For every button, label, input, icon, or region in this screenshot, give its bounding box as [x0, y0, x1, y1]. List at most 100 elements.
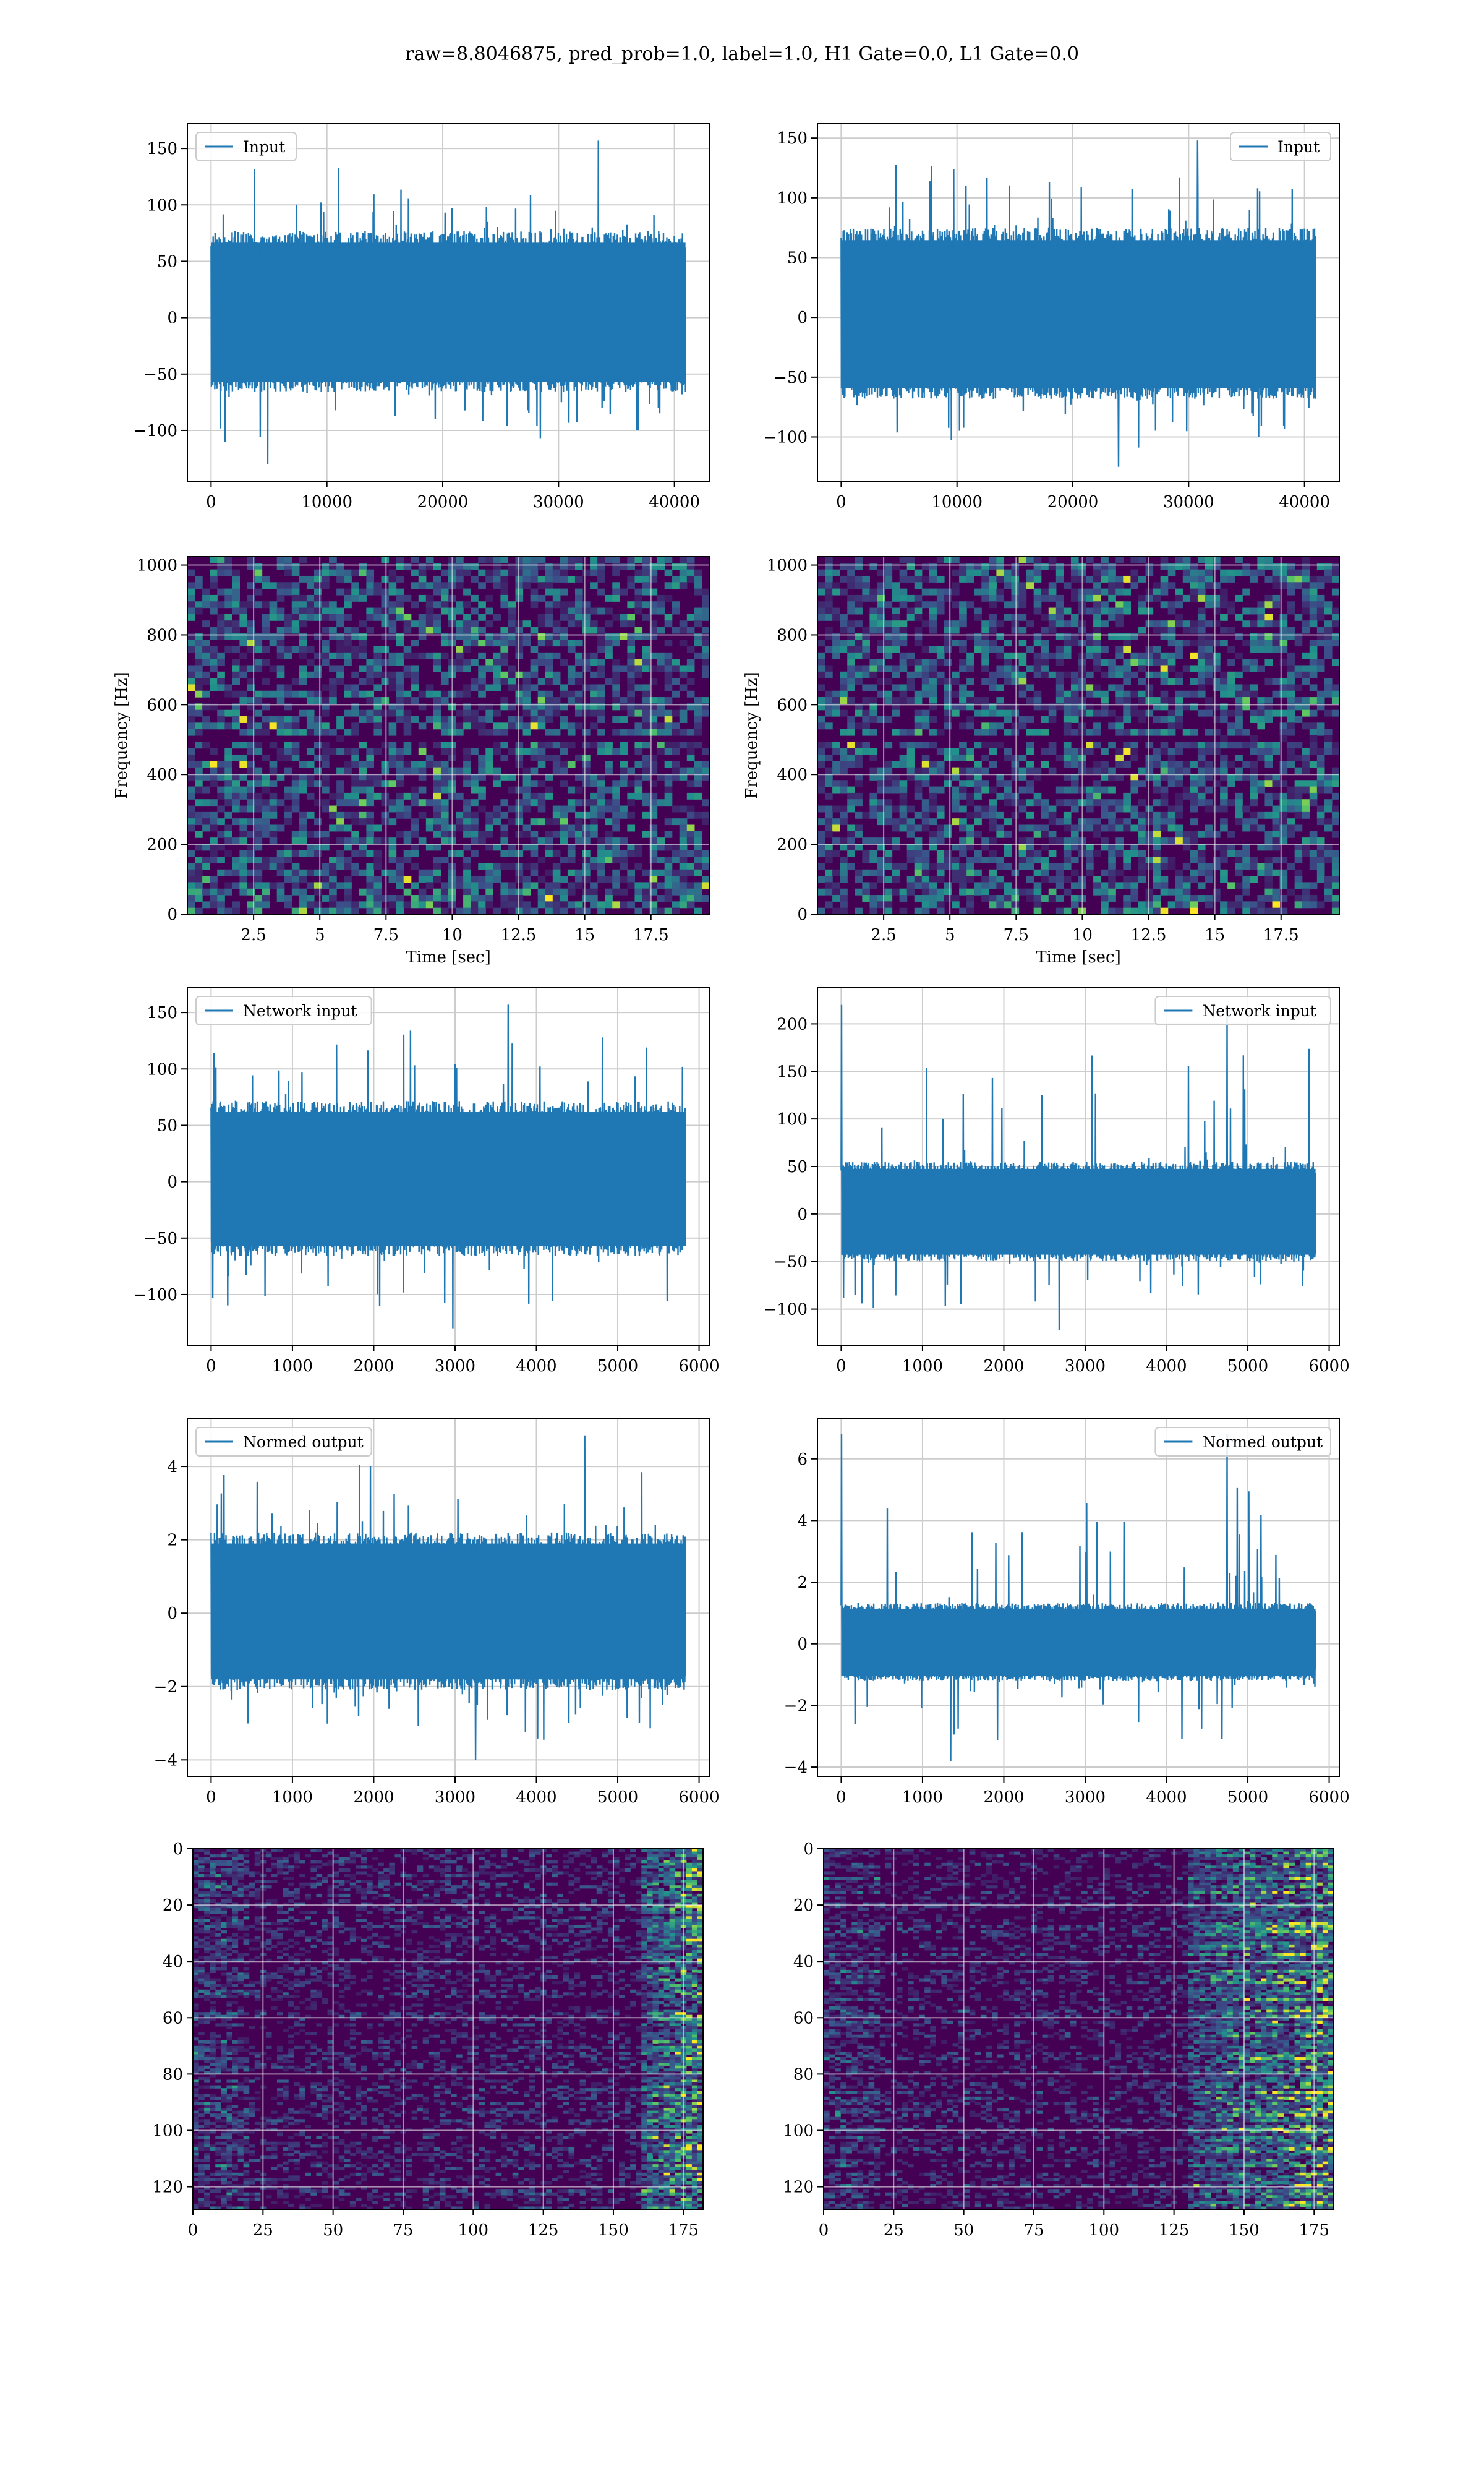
spec-l1-heatmap-cell: [1101, 882, 1109, 889]
spec-l1-heatmap-cell: [936, 811, 945, 819]
spec-h1-heatmap-cell: [485, 844, 493, 851]
spec-l1-heatmap-cell: [944, 640, 952, 647]
spec-h1-heatmap-cell: [493, 811, 501, 819]
spec-l1-heatmap-cell: [981, 882, 989, 889]
spec-h1-heatmap-cell: [471, 709, 479, 717]
spec-l1-heatmap-cell: [840, 811, 848, 819]
spec-h1-heatmap-cell: [485, 876, 493, 883]
spec-l1-heatmap-cell: [1167, 563, 1176, 570]
spec-l1-heatmap-cell: [825, 709, 833, 717]
spec-l1-heatmap-cell: [1190, 582, 1198, 589]
spec-h1-heatmap-cell: [269, 882, 278, 889]
spec-h1-heatmap-cell: [545, 690, 553, 698]
spec-h1-heatmap-cell: [388, 601, 397, 609]
spec-l1-heatmap-cell: [996, 901, 1005, 909]
spec-h1-heatmap-cell: [672, 659, 680, 666]
spec-h1-heatmap-cell: [537, 594, 546, 602]
spec-h1-heatmap-cell: [515, 863, 524, 870]
spec-l1-heatmap-cell: [1190, 575, 1198, 583]
spec-h1-heatmap-cell: [679, 703, 688, 711]
features-h1-heatmap-cell: [411, 1849, 418, 1852]
spec-h1-heatmap-cell: [247, 761, 255, 768]
normed-h1-legend: Normed output: [195, 1427, 372, 1457]
spec-l1-heatmap-cell: [921, 907, 930, 914]
spec-l1-heatmap-cell: [840, 697, 848, 704]
spec-h1-heatmap-cell: [485, 659, 493, 666]
spec-h1-heatmap-cell: [403, 831, 412, 838]
spec-h1-heatmap-cell: [493, 869, 501, 876]
spec-l1-heatmap-cell: [1235, 594, 1243, 602]
spec-l1-heatmap-cell: [936, 729, 945, 736]
spec-l1-heatmap-cell: [944, 780, 952, 787]
spec-h1-heatmap-cell: [657, 627, 665, 634]
spec-l1-heatmap-cell: [989, 557, 997, 563]
spec-l1-heatmap-cell: [1093, 799, 1101, 807]
spec-l1-heatmap-cell: [1205, 659, 1213, 666]
spec-h1-heatmap-cell: [582, 907, 591, 914]
spec-l1-heatmap-cell: [1011, 767, 1020, 774]
spec-h1-heatmap-cell: [269, 601, 278, 609]
spec-l1-heatmap-cell: [1316, 659, 1325, 666]
spec-h1-heatmap-cell: [597, 786, 605, 794]
spec-h1-heatmap-cell: [336, 811, 344, 819]
spec-l1-heatmap-cell: [862, 895, 870, 902]
spec-l1-heatmap-cell: [1205, 678, 1213, 685]
spec-l1-heatmap-cell: [921, 773, 930, 781]
spec-l1-heatmap-cell: [1250, 773, 1258, 781]
spec-l1-heatmap-cell: [959, 818, 967, 826]
spec-h1-heatmap-cell: [291, 888, 300, 896]
net-l1-series-line: [840, 1004, 1316, 1330]
spec-h1-heatmap-cell: [195, 895, 203, 902]
spec-h1-heatmap-cell: [664, 831, 673, 838]
spec-l1-heatmap-cell: [1160, 652, 1169, 659]
spec-h1-heatmap-cell: [456, 811, 464, 819]
spec-h1-heatmap-cell: [515, 627, 524, 634]
spec-h1-heatmap-cell: [552, 754, 561, 761]
spec-l1-heatmap-cell: [1070, 729, 1079, 736]
spec-l1-heatmap-cell: [1070, 895, 1079, 902]
spec-l1-heatmap-cell: [1190, 665, 1198, 672]
spec-h1-heatmap-cell: [590, 563, 598, 570]
spec-h1-heatmap-cell: [597, 607, 605, 615]
spec-l1-heatmap-cell: [1190, 857, 1198, 864]
spec-h1-heatmap-cell: [322, 703, 330, 711]
spec-l1-heatmap-cell: [884, 888, 893, 896]
spec-l1-heatmap-cell: [1018, 659, 1027, 666]
spec-h1-heatmap-cell: [322, 844, 330, 851]
net-l1-xtick-label: 6000: [1308, 1357, 1349, 1376]
spec-l1-heatmap-cell: [877, 773, 885, 781]
spec-l1-heatmap-cell: [1130, 844, 1139, 851]
spec-h1-heatmap-cell: [686, 557, 695, 563]
spec-h1-heatmap-cell: [500, 901, 509, 909]
spec-h1-heatmap-cell: [247, 594, 255, 602]
spec-h1-heatmap-cell: [306, 850, 315, 857]
spec-h1-heatmap-cell: [366, 799, 375, 807]
spec-l1-xtick-label: 17.5: [1263, 926, 1299, 944]
spec-l1-heatmap-cell: [840, 869, 848, 876]
spec-h1-heatmap-cell: [247, 678, 255, 685]
spec-h1-heatmap-cell: [411, 850, 419, 857]
spec-h1-heatmap-cell: [276, 582, 285, 589]
spec-h1-heatmap-cell: [351, 703, 359, 711]
spec-h1-heatmap-cell: [366, 831, 375, 838]
spec-l1-heatmap-cell: [1123, 824, 1131, 832]
spec-h1-heatmap-cell: [560, 805, 568, 813]
spec-l1-heatmap-cell: [1257, 786, 1266, 794]
spec-h1-heatmap-cell: [232, 907, 240, 914]
spec-l1-heatmap-cell: [952, 773, 960, 781]
spec-l1-heatmap-cell: [944, 703, 952, 711]
spec-h1-heatmap-cell: [694, 831, 702, 838]
spec-h1-heatmap-cell: [605, 901, 613, 909]
spec-l1-heatmap-cell: [1250, 742, 1258, 749]
spec-h1-heatmap-cell: [508, 607, 516, 615]
spec-l1-heatmap-cell: [832, 869, 840, 876]
spec-h1-heatmap-cell: [425, 582, 434, 589]
spec-h1-heatmap-cell: [403, 563, 412, 570]
spec-l1-heatmap-cell: [1182, 786, 1191, 794]
features-h1-heatmap-cell: [607, 1849, 614, 1852]
spec-l1-heatmap-cell: [906, 831, 915, 838]
spec-l1-heatmap-cell: [1115, 607, 1124, 615]
features-h1-heatmap-cell: [232, 1851, 239, 1855]
spec-l1-heatmap-cell: [1279, 569, 1288, 576]
spec-h1-heatmap-cell: [612, 824, 620, 832]
